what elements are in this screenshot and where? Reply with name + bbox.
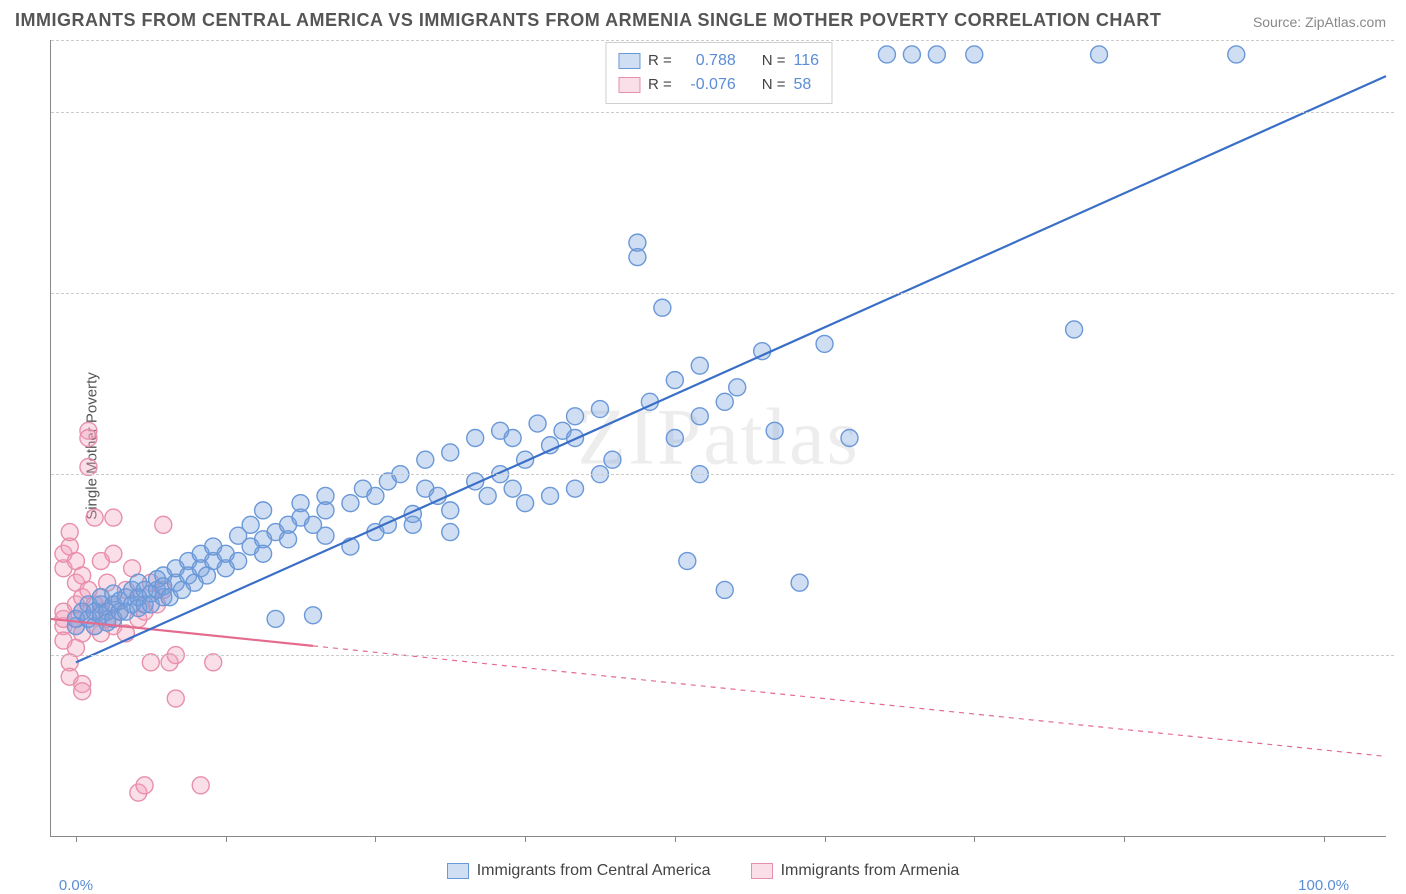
r-label-a: R = (648, 50, 672, 73)
series-b-name: Immigrants from Armenia (781, 862, 960, 880)
r-value-b: -0.076 (680, 73, 736, 97)
n-value-a: 116 (794, 49, 820, 73)
source-attribution: Source: ZipAtlas.com (1253, 14, 1386, 30)
correlation-legend: R = 0.788 N = 116 R = -0.076 N = 58 (605, 42, 832, 104)
r-value-a: 0.788 (680, 49, 736, 73)
source-label: Source: (1253, 14, 1305, 30)
n-label-a: N = (762, 50, 786, 73)
swatch-series-a (618, 53, 640, 69)
scatter-plot-svg (51, 40, 1386, 836)
r-label-b: R = (648, 74, 672, 97)
n-value-b: 58 (794, 73, 812, 97)
source-name: ZipAtlas.com (1305, 14, 1386, 30)
legend-row-series-a: R = 0.788 N = 116 (618, 49, 819, 73)
legend-item-series-b: Immigrants from Armenia (751, 862, 960, 880)
swatch-bottom-b (751, 863, 773, 879)
n-label-b: N = (762, 74, 786, 97)
chart-plot-area: ZIPatlas R = 0.788 N = 116 R = -0.076 N … (50, 40, 1386, 837)
legend-row-series-b: R = -0.076 N = 58 (618, 73, 819, 97)
legend-item-series-a: Immigrants from Central America (447, 862, 711, 880)
chart-title: IMMIGRANTS FROM CENTRAL AMERICA VS IMMIG… (15, 10, 1161, 31)
series-a-name: Immigrants from Central America (477, 862, 711, 880)
swatch-bottom-a (447, 863, 469, 879)
series-legend: Immigrants from Central America Immigran… (0, 862, 1406, 880)
swatch-series-b (618, 77, 640, 93)
